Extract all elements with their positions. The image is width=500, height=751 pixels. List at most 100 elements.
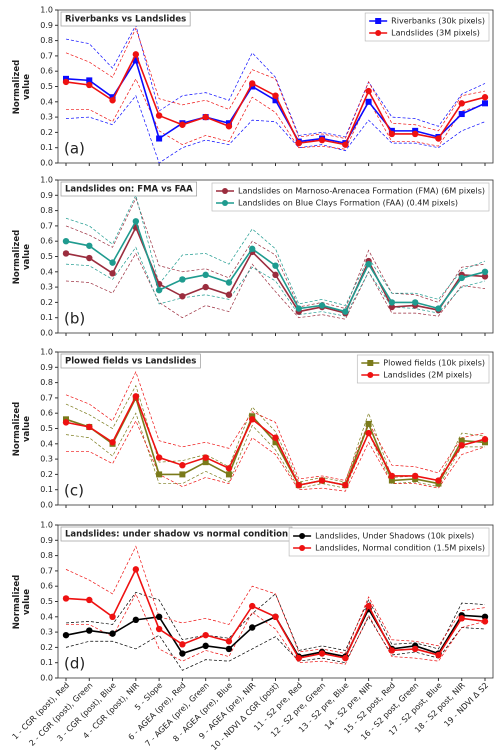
marker xyxy=(62,238,70,245)
band-line xyxy=(65,252,486,320)
marker xyxy=(155,286,163,294)
legend-box xyxy=(356,354,490,384)
marker xyxy=(342,308,349,315)
marker xyxy=(86,242,93,249)
marker xyxy=(249,602,256,610)
marker xyxy=(109,259,116,266)
legend-marker xyxy=(375,30,382,36)
marker xyxy=(481,273,489,280)
marker xyxy=(156,135,163,142)
marker xyxy=(481,613,489,620)
band-line xyxy=(66,420,486,492)
y-tick-label: 0.8 xyxy=(40,378,53,387)
y-tick-label: 0.5 xyxy=(40,424,53,433)
marker xyxy=(109,630,116,637)
y-tick-label: 0.3 xyxy=(40,455,53,464)
y-tick-label: 0.0 xyxy=(40,329,53,338)
legend-marker xyxy=(367,360,374,366)
legend-label: Landslides, Normal condition (1.5M pixel… xyxy=(315,544,485,553)
y-tick-label: 0.9 xyxy=(40,21,53,30)
y-tick-label: 0.9 xyxy=(40,536,53,545)
band-line xyxy=(65,246,486,317)
marker xyxy=(318,477,326,484)
y-tick-label: 0.0 xyxy=(40,159,53,168)
marker xyxy=(62,595,70,602)
marker xyxy=(202,113,209,121)
y-tick-label: 0.9 xyxy=(40,363,53,372)
marker xyxy=(179,462,186,469)
marker xyxy=(109,613,116,620)
marker xyxy=(365,260,372,268)
marker xyxy=(388,472,396,480)
marker xyxy=(435,135,442,142)
y-tick-label: 0.0 xyxy=(40,501,53,510)
marker xyxy=(481,268,489,275)
y-axis-label: Normalized value xyxy=(12,401,32,456)
legend-label: Landslides, Under Shadows (10k pixels) xyxy=(315,532,474,541)
marker xyxy=(132,616,140,624)
marker xyxy=(179,293,186,300)
marker xyxy=(109,439,116,446)
legend-label: Plowed fields (10k pixels) xyxy=(383,359,485,368)
marker xyxy=(388,647,396,654)
marker xyxy=(86,423,93,431)
marker xyxy=(482,100,488,107)
y-axis-label: Normalized value xyxy=(12,229,32,284)
y-tick-label: 0.4 xyxy=(40,439,53,448)
marker xyxy=(458,111,465,118)
marker xyxy=(318,302,326,309)
y-tick-label: 0.7 xyxy=(40,566,53,575)
marker xyxy=(411,472,419,480)
legend-label: Landslides on Marnoso-Arenacea Formation… xyxy=(238,187,485,196)
legend-box xyxy=(211,182,490,212)
marker xyxy=(272,97,279,104)
band-line xyxy=(65,591,486,651)
y-tick-label: 0.6 xyxy=(40,237,53,246)
marker xyxy=(202,271,209,279)
y-tick-label: 0.7 xyxy=(40,51,53,60)
marker xyxy=(295,654,302,662)
marker xyxy=(202,631,209,639)
marker xyxy=(132,566,140,573)
y-tick-label: 0.7 xyxy=(40,221,53,230)
marker xyxy=(295,139,302,147)
marker xyxy=(435,477,442,484)
legend-marker xyxy=(375,18,382,24)
marker xyxy=(155,625,163,633)
panel-annotation: (b) xyxy=(64,310,85,328)
y-tick-label: 1.0 xyxy=(40,6,53,15)
marker xyxy=(202,459,209,466)
y-tick-label: 1.0 xyxy=(40,521,53,530)
panel-title: Landslides: under shadow vs normal condi… xyxy=(65,530,288,540)
legend: Riverbanks (30k pixels) Landslides (3M pi… xyxy=(364,12,490,42)
y-tick-label: 1.0 xyxy=(40,176,53,185)
marker xyxy=(155,112,163,119)
y-tick-label: 0.2 xyxy=(40,470,53,479)
marker xyxy=(86,254,93,262)
y-tick-label: 1.0 xyxy=(40,348,53,357)
y-tick-label: 0.3 xyxy=(40,628,53,637)
y-tick-label: 0.5 xyxy=(40,597,53,606)
y-tick-label: 0.4 xyxy=(40,612,53,621)
y-tick-label: 0.6 xyxy=(40,409,53,418)
legend-label: Riverbanks (30k pixels) xyxy=(391,17,485,26)
marker xyxy=(365,602,372,610)
y-tick-label: 0.4 xyxy=(40,97,53,106)
y-tick-label: 0.8 xyxy=(40,36,53,45)
title-box xyxy=(60,11,191,27)
marker xyxy=(272,613,279,620)
band-line xyxy=(65,24,486,138)
band-line xyxy=(65,194,486,306)
y-tick-label: 0.0 xyxy=(40,674,53,683)
marker xyxy=(295,305,302,312)
y-tick-label: 0.5 xyxy=(40,82,53,91)
marker xyxy=(458,100,465,107)
marker xyxy=(86,77,93,84)
marker xyxy=(132,57,139,64)
marker xyxy=(365,420,372,427)
marker xyxy=(365,98,372,105)
marker xyxy=(318,136,326,144)
y-tick-label: 0.4 xyxy=(40,267,53,276)
panel-title: Landslides on: FMA vs FAA xyxy=(65,185,193,195)
